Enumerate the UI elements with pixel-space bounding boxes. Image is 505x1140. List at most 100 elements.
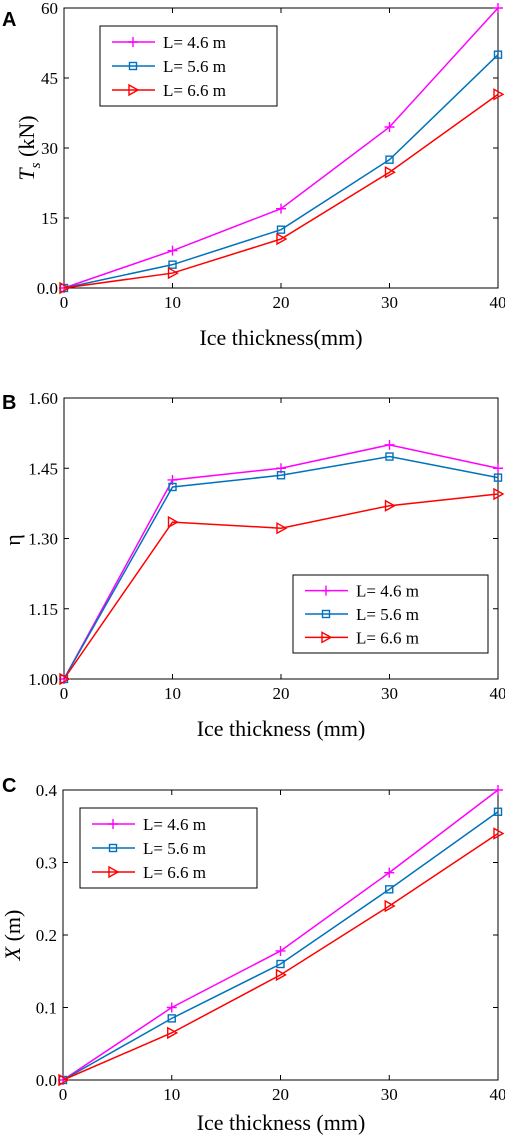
axis-ticks: 0 10 20 30 40 0.0 0.1 0.2 0.3 0.4 xyxy=(36,781,505,1104)
square-marker xyxy=(276,225,286,234)
square-marker xyxy=(167,1014,176,1023)
legend-label: L= 6.6 m xyxy=(356,628,419,647)
y-tick-label: 0.3 xyxy=(36,854,57,873)
series-line xyxy=(62,832,499,1081)
series-line xyxy=(63,455,499,680)
series-triangle-right xyxy=(59,487,505,686)
x-tick-label: 20 xyxy=(272,1085,289,1104)
triangle-right-marker xyxy=(493,827,505,840)
legend-label: L= 6.6 m xyxy=(163,81,226,100)
panel-letter: B xyxy=(2,392,16,414)
triangle-right-marker xyxy=(128,83,140,97)
y-tick-label: 1.60 xyxy=(28,389,58,408)
legend-label: L= 5.6 m xyxy=(143,839,206,858)
panel-letter: A xyxy=(2,9,16,31)
legend-label: L= 5.6 m xyxy=(163,57,226,76)
legend-label: L= 4.6 m xyxy=(356,582,419,601)
triangle-right-marker xyxy=(167,266,179,280)
x-tick-label: 10 xyxy=(164,684,181,703)
y-tick-label: 1.15 xyxy=(28,600,58,619)
panel-letter: C xyxy=(2,775,16,797)
plus-marker xyxy=(493,3,503,13)
x-tick-label: 40 xyxy=(490,1085,505,1104)
plus-marker xyxy=(493,785,503,795)
y-tick-label: 0.1 xyxy=(36,999,57,1018)
x-tick-label: 30 xyxy=(381,293,398,312)
x-tick-label: 20 xyxy=(273,684,290,703)
triangle-right-marker xyxy=(493,88,505,101)
triangle-right-marker xyxy=(108,865,120,879)
legend-item: L= 6.6 m xyxy=(112,81,226,100)
y-tick-label: 1.45 xyxy=(28,459,58,478)
x-tick-label: 30 xyxy=(381,1085,398,1104)
x-tick-label: 0 xyxy=(59,1085,68,1104)
x-tick-label: 30 xyxy=(381,684,398,703)
axis-ticks: 0 10 20 30 40 1.00 1.15 1.30 1.45 1.60 xyxy=(28,389,505,703)
triangle-right-marker xyxy=(59,281,71,295)
y-axis-label: X (m) xyxy=(0,910,25,962)
x-axis-label: Ice thickness(mm) xyxy=(199,325,362,350)
y-axis-label: η xyxy=(0,534,25,546)
plus-marker xyxy=(167,245,178,256)
legend-label: L= 4.6 m xyxy=(143,815,206,834)
x-tick-label: 0 xyxy=(60,684,69,703)
legend-item: L= 4.6 m xyxy=(305,582,419,601)
square-marker xyxy=(385,452,394,461)
y-tick-label: 45 xyxy=(41,69,58,88)
legend-item: L= 6.6 m xyxy=(92,863,206,882)
series-triangle-right xyxy=(58,827,505,1087)
square-marker xyxy=(128,61,138,71)
series-line xyxy=(63,493,499,680)
plus-marker xyxy=(128,37,138,47)
plus-marker xyxy=(384,122,395,132)
square-marker xyxy=(493,473,503,482)
square-marker xyxy=(276,471,286,480)
y-axis-symbol: η xyxy=(0,534,25,546)
legend: L= 4.6 m L= 5.6 m L= 6.6 m xyxy=(292,574,489,654)
series-square xyxy=(58,807,503,1085)
y-tick-label: 0.4 xyxy=(36,781,58,800)
panel-b: B Ice thickness (mm) η 0 10 20 30 40 1.00 1.15… xyxy=(0,389,505,741)
series-line xyxy=(62,811,499,1081)
legend-item: L= 5.6 m xyxy=(305,605,419,624)
panel-c: C Ice thickness (mm) X (m) 0 10 20 30 400.00… xyxy=(0,775,505,1135)
legend-item: L= 4.6 m xyxy=(112,33,226,52)
square-marker xyxy=(108,843,118,853)
square-marker xyxy=(385,885,394,894)
y-axis-label: Ts (kN) xyxy=(14,115,44,180)
y-tick-label: 60 xyxy=(41,0,58,18)
triangle-right-marker xyxy=(58,1073,70,1087)
panel-a: A Ice thickness(mm) Ts (kN) 0 10 20 30 40 0.0… xyxy=(2,0,505,350)
triangle-right-marker xyxy=(384,166,396,179)
plus-marker xyxy=(384,867,395,878)
y-axis-unit: (kN) xyxy=(14,115,39,162)
legend-item: L= 6.6 m xyxy=(305,628,419,647)
x-axis-label: Ice thickness (mm) xyxy=(197,716,366,741)
x-tick-label: 20 xyxy=(273,293,290,312)
legend-item: L= 5.6 m xyxy=(92,839,206,858)
y-axis-subscript: s xyxy=(28,162,44,168)
y-tick-label: 1.30 xyxy=(28,530,58,549)
triangle-right-marker xyxy=(493,487,505,501)
plus-marker xyxy=(276,203,286,214)
triangle-right-marker xyxy=(276,232,288,246)
triangle-right-marker xyxy=(167,1026,179,1040)
square-marker xyxy=(385,155,394,164)
x-tick-label: 10 xyxy=(163,1085,180,1104)
y-tick-label: 30 xyxy=(41,139,58,158)
legend: L= 4.6 m L= 5.6 m L= 6.6 m xyxy=(99,25,278,107)
legend-label: L= 6.6 m xyxy=(143,863,206,882)
series-group xyxy=(59,439,505,686)
square-marker xyxy=(493,807,503,816)
y-tick-label: 1.00 xyxy=(28,670,58,689)
legend: L= 4.6 m L= 5.6 m L= 6.6 m xyxy=(79,807,258,889)
series-group xyxy=(59,3,505,295)
legend-item: L= 5.6 m xyxy=(112,57,226,76)
series-line xyxy=(63,54,499,289)
triangle-right-marker xyxy=(276,522,288,535)
plus-marker xyxy=(166,1002,177,1013)
triangle-right-marker xyxy=(59,672,71,686)
series-group xyxy=(58,785,505,1087)
square-marker xyxy=(168,482,177,492)
